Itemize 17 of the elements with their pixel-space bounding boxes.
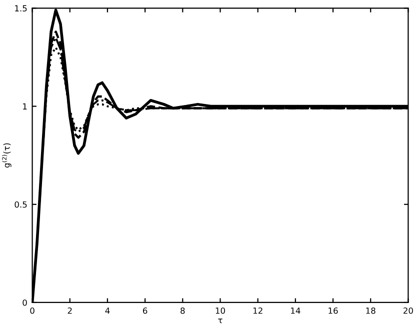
x-tick-label: 14 xyxy=(291,308,300,314)
x-tick-label: 8 xyxy=(180,307,185,314)
y-tick-label: 0.5 xyxy=(14,201,27,208)
x-tick-label: 0 xyxy=(30,307,34,314)
x-tick-label: 6 xyxy=(142,307,148,314)
y-tick-label: 0 xyxy=(22,299,27,306)
x-tick-label: 18 xyxy=(366,307,376,314)
x-axis-title: τ xyxy=(218,318,222,324)
y-tick-label: 1.5 xyxy=(15,5,27,12)
x-tick-label: 16 xyxy=(328,307,338,314)
x-tick-label: 4 xyxy=(105,308,110,314)
y-tick-label: 1 xyxy=(23,103,27,110)
x-tick-label: 20 xyxy=(404,307,413,314)
x-tick-label: 12 xyxy=(253,307,262,314)
x-tick-label: 10 xyxy=(216,307,225,314)
y-axis-title: g$^{(2)}$(τ) xyxy=(2,143,12,168)
x-tick-label: 2 xyxy=(68,307,72,314)
